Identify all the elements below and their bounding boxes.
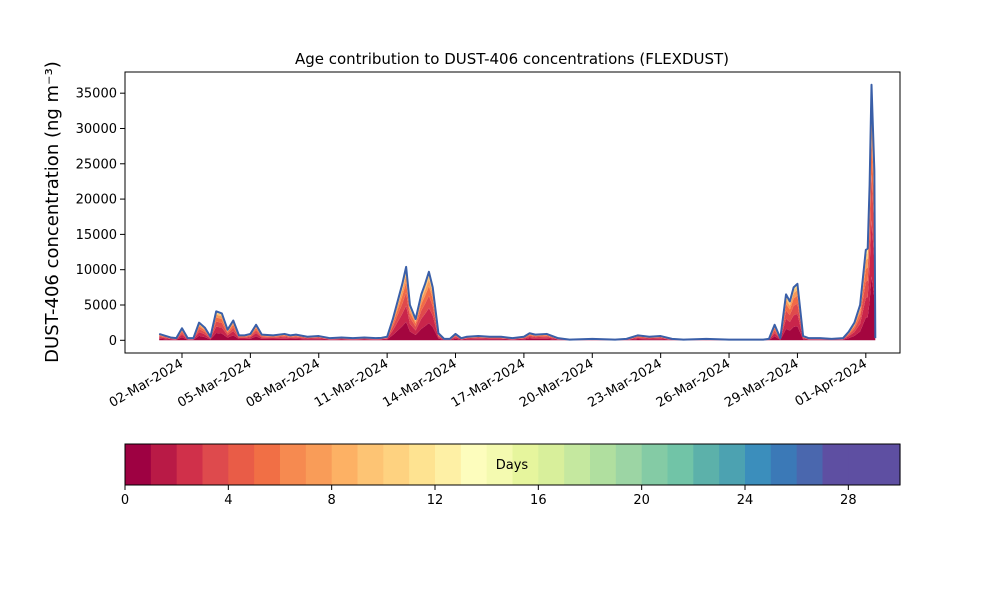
colorbar-swatch (615, 444, 643, 485)
colorbar-swatch (693, 444, 720, 485)
x-tick-label: 11-Mar-2024 (312, 356, 391, 410)
age-band-0-2-days (159, 276, 876, 341)
colorbar-swatch (719, 444, 746, 485)
colorbar-frame (124, 443, 901, 486)
x-tick-label: 14-Mar-2024 (380, 356, 459, 410)
colorbar-tick-label: 28 (840, 493, 857, 508)
colorbar-swatch (512, 444, 539, 485)
colorbar-swatch (770, 444, 798, 485)
chart-title: Age contribution to DUST-406 concentrati… (295, 50, 729, 68)
colorbar-label: Days (496, 458, 529, 473)
y-tick-label: 15000 (76, 228, 117, 243)
x-tick-label: 02-Mar-2024 (107, 356, 186, 410)
colorbar-swatch (305, 444, 333, 485)
colorbar-swatch (435, 444, 462, 485)
colorbar-swatch (874, 444, 901, 485)
colorbar-swatch (641, 444, 669, 485)
y-tick-label: 20000 (76, 193, 117, 208)
colorbar-swatch (745, 444, 772, 485)
x-tick-label: 08-Mar-2024 (244, 356, 323, 410)
x-tick-label: 26-Mar-2024 (654, 356, 733, 410)
x-tick-label: 23-Mar-2024 (586, 356, 665, 410)
colorbar-swatch (254, 444, 281, 485)
y-tick-label: 25000 (76, 157, 117, 172)
age-band-4-6-days (159, 174, 876, 340)
y-tick-label: 0 (109, 334, 117, 349)
y-tick-label: 10000 (76, 263, 117, 278)
colorbar-tick-label: 24 (737, 493, 754, 508)
colorbar-swatch (486, 444, 514, 485)
y-tick-label: 35000 (76, 87, 117, 102)
y-axis-label: DUST-406 concentration (ng m⁻³) (42, 61, 63, 363)
axes-frame (124, 71, 901, 354)
colorbar-swatch (460, 444, 488, 485)
colorbar-tick-label: 0 (121, 493, 129, 508)
colorbar-swatch (796, 444, 824, 485)
colorbar-swatch (228, 444, 255, 485)
colorbar-swatch (383, 444, 410, 485)
colorbar: 0 4 8 12 16 20 24 28 (121, 443, 901, 508)
colorbar-swatch (848, 444, 875, 485)
age-band-10-14-days (159, 97, 876, 340)
colorbar-tick-label: 16 (530, 493, 547, 508)
age-band-2-4-days (159, 220, 876, 341)
age-band-6-8-days (159, 138, 876, 340)
colorbar-swatch (590, 444, 617, 485)
x-tick-label: 01-Apr-2024 (793, 356, 870, 409)
y-tick-label: 30000 (76, 122, 117, 137)
x-tick-label: 20-Mar-2024 (517, 356, 596, 410)
colorbar-swatch (331, 444, 359, 485)
x-tick-label: 17-Mar-2024 (449, 356, 528, 410)
colorbar-tick-label: 4 (224, 493, 232, 508)
y-axis: 0 5000 10000 15000 20000 25000 30000 35000 (76, 87, 125, 349)
age-band-14-30-days (159, 84, 876, 340)
colorbar-swatch (822, 444, 849, 485)
colorbar-swatch (280, 444, 307, 485)
colorbar-swatch (564, 444, 591, 485)
colorbar-tick-label: 12 (427, 493, 444, 508)
colorbar-swatch (125, 444, 152, 485)
x-tick-label: 29-Mar-2024 (722, 356, 801, 410)
colorbar-swatch (357, 444, 384, 485)
age-band-8-10-days (159, 112, 876, 340)
y-tick-label: 5000 (84, 298, 117, 313)
plot-area (158, 83, 877, 341)
x-axis: 02-Mar-202405-Mar-202408-Mar-202411-Mar-… (107, 353, 870, 411)
colorbar-swatch (176, 444, 204, 485)
colorbar-tick-label: 8 (328, 493, 336, 508)
total-concentration-line (158, 83, 877, 341)
x-tick-label: 05-Mar-2024 (175, 356, 254, 410)
colorbar-tick-label: 20 (633, 493, 650, 508)
colorbar-swatch (150, 444, 178, 485)
colorbar-swatch (202, 444, 229, 485)
colorbar-swatch (409, 444, 436, 485)
colorbar-swatch (538, 444, 565, 485)
colorbar-swatch (667, 444, 694, 485)
